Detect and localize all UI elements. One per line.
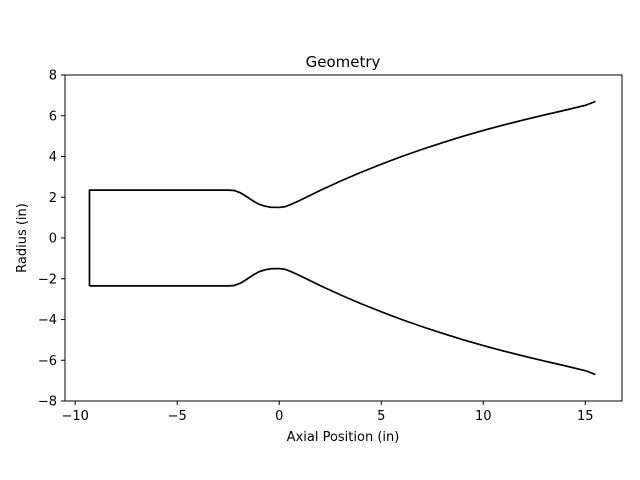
- x-tick-label: −10: [61, 409, 88, 424]
- x-tick-label: 10: [475, 409, 492, 424]
- plot-frame: [64, 74, 623, 402]
- y-tick-label: −6: [38, 354, 57, 369]
- y-tick-label: −2: [38, 272, 57, 287]
- x-tick-label: −5: [168, 409, 187, 424]
- y-axis-label: Radius (in): [15, 203, 30, 273]
- chart-title: Geometry: [306, 53, 381, 71]
- x-tick-label: 0: [275, 409, 283, 424]
- plot-lines: [88, 100, 596, 376]
- x-tick-label: 5: [377, 409, 385, 424]
- contour-line-1: [88, 100, 596, 286]
- contour-line-2: [89, 267, 596, 376]
- x-axis-ticks: −10 −5 0 5 10 15: [61, 401, 594, 424]
- y-tick-label: 2: [49, 191, 57, 206]
- y-tick-label: 4: [49, 150, 57, 165]
- y-tick-label: 8: [49, 69, 57, 84]
- x-tick-label: 15: [577, 409, 594, 424]
- y-tick-label: 0: [49, 232, 57, 247]
- y-tick-label: −8: [38, 395, 57, 410]
- y-tick-label: 6: [49, 109, 57, 124]
- x-axis-label: Axial Position (in): [287, 430, 400, 445]
- y-tick-label: −4: [38, 313, 57, 328]
- y-axis-ticks: −8 −6 −4 −2 0 2 4 6 8: [38, 69, 65, 410]
